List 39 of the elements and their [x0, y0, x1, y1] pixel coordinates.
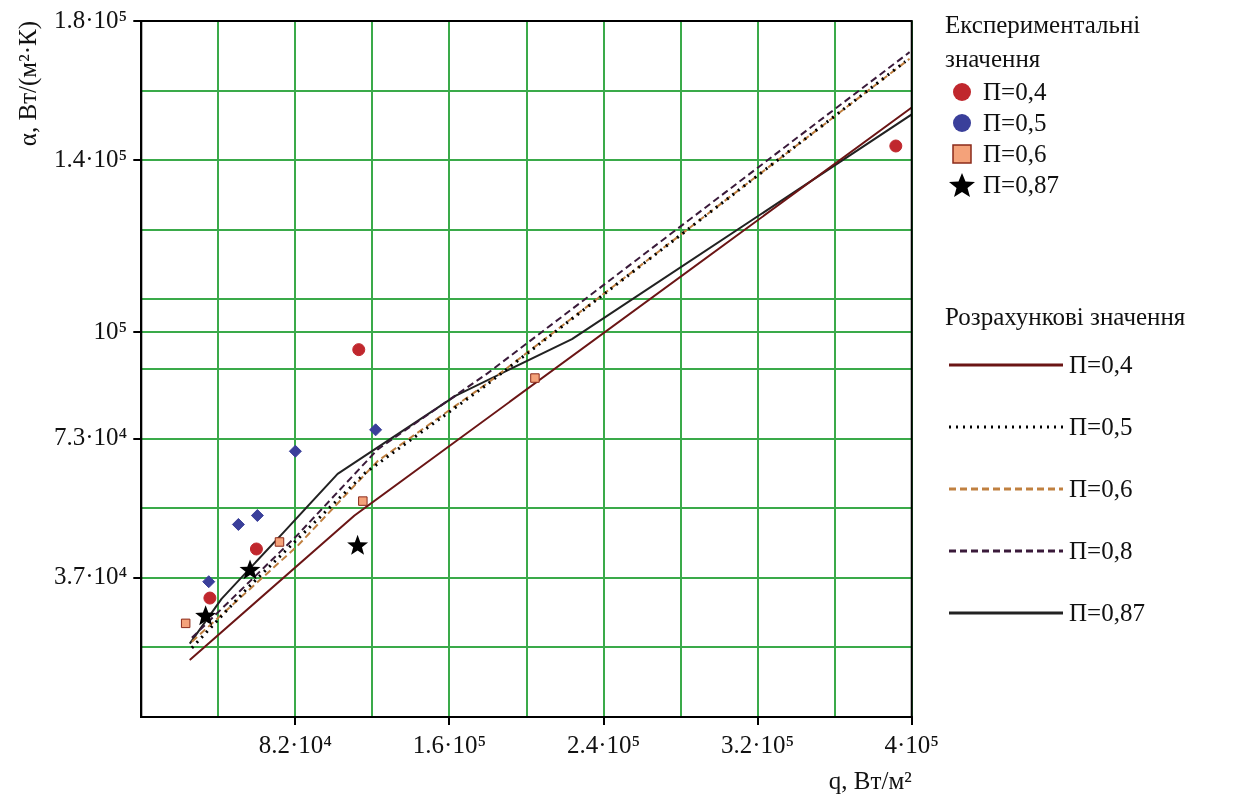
text: Розрахункові значення — [945, 302, 1187, 332]
x-tick-label: 2.4·10⁵ — [566, 730, 641, 758]
point — [249, 542, 263, 556]
y-tick-label: 7.3·10⁴ — [53, 423, 128, 451]
point — [347, 534, 369, 555]
point — [288, 444, 302, 458]
y-tick-label: 1.8·10⁵ — [53, 5, 128, 33]
legend-label: П=0,5 — [983, 108, 1047, 137]
x-tick-label: 1.6·10⁵ — [412, 730, 487, 758]
x-axis-title: q, Вт/м² — [828, 766, 912, 794]
point — [180, 618, 191, 629]
x-tick-label: 8.2·10⁴ — [258, 730, 333, 758]
legend-label: П=0,87 — [983, 170, 1059, 199]
point — [352, 343, 366, 357]
point — [530, 373, 540, 383]
legend-label: П=0,6 — [983, 139, 1047, 168]
point — [231, 517, 245, 531]
legend-label: П=0,4 — [1069, 351, 1133, 379]
y-axis-title: α, Вт/(м²·К) — [13, 21, 42, 147]
x-tick-label: 4·10⁵ — [884, 730, 939, 758]
legend-title: Експериментальні значення — [945, 10, 1142, 74]
legend-label: П=0,8 — [1069, 537, 1133, 565]
point — [203, 591, 217, 605]
x-tick-label: 3.2·10⁵ — [720, 730, 795, 758]
point — [250, 509, 264, 522]
legend-label: П=0,5 — [1069, 413, 1133, 441]
point — [239, 559, 261, 580]
point — [202, 575, 216, 589]
point — [274, 537, 285, 547]
point — [369, 423, 383, 437]
point — [889, 139, 903, 153]
legend-label: П=0,6 — [1069, 475, 1133, 503]
legend-label: П=0,4 — [983, 77, 1047, 106]
legend-label: П=0,87 — [1069, 599, 1145, 627]
point — [195, 605, 217, 626]
y-tick-label: 1.4·10⁵ — [53, 144, 128, 172]
y-tick-label: 3.7·10⁴ — [53, 562, 128, 590]
y-tick-label: 10⁵ — [93, 317, 128, 345]
point — [358, 496, 368, 506]
